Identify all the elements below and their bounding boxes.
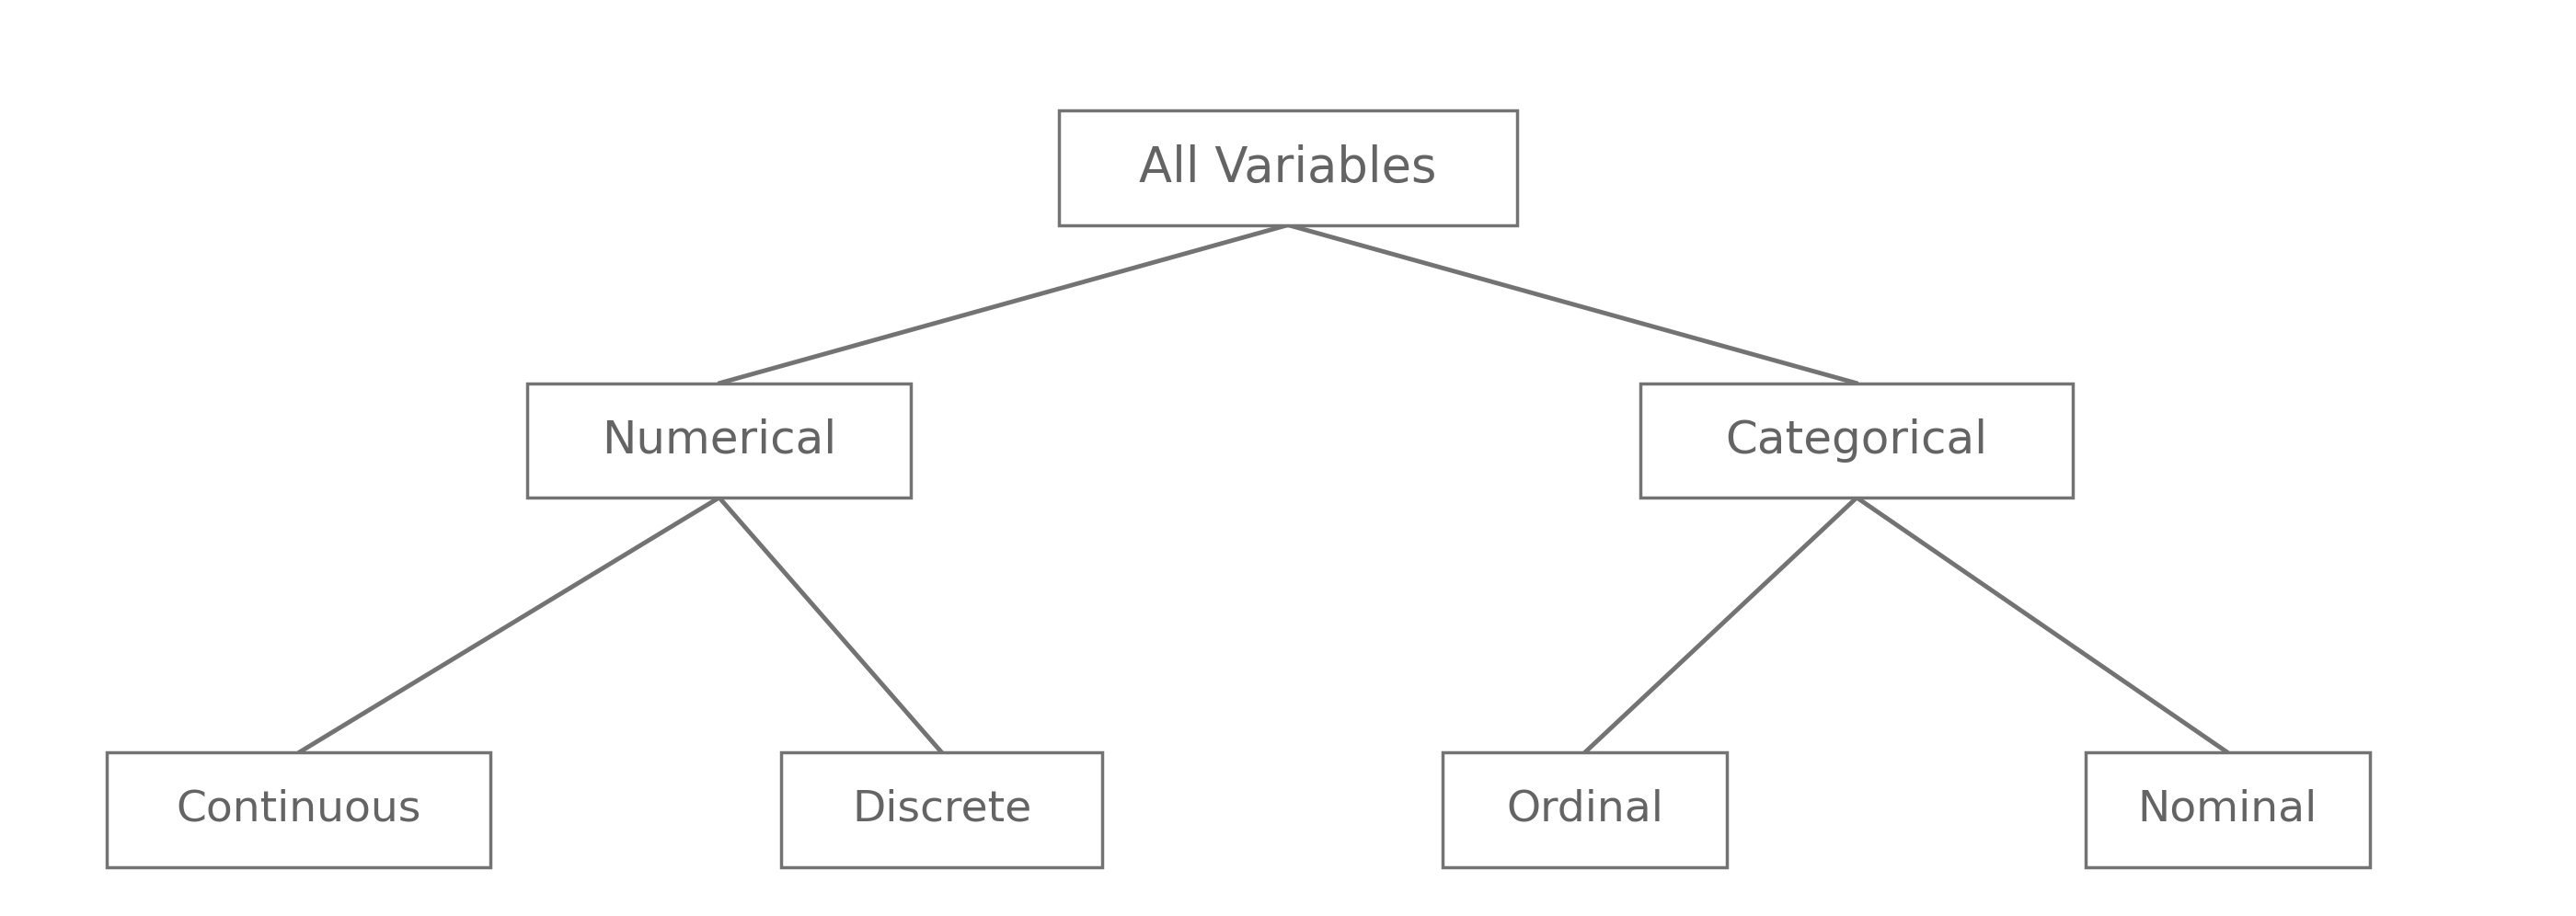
Text: Categorical: Categorical [1726,419,1989,463]
FancyBboxPatch shape [1059,111,1517,225]
FancyBboxPatch shape [2087,753,2370,867]
FancyBboxPatch shape [1641,383,2074,497]
Text: Numerical: Numerical [603,419,837,463]
FancyBboxPatch shape [781,753,1103,867]
Text: Continuous: Continuous [175,789,422,831]
Text: Ordinal: Ordinal [1507,789,1664,831]
FancyBboxPatch shape [108,753,489,867]
Text: Discrete: Discrete [853,789,1030,831]
Text: All Variables: All Variables [1139,144,1437,191]
Text: Nominal: Nominal [2138,789,2318,831]
FancyBboxPatch shape [1443,753,1726,867]
FancyBboxPatch shape [528,383,912,497]
